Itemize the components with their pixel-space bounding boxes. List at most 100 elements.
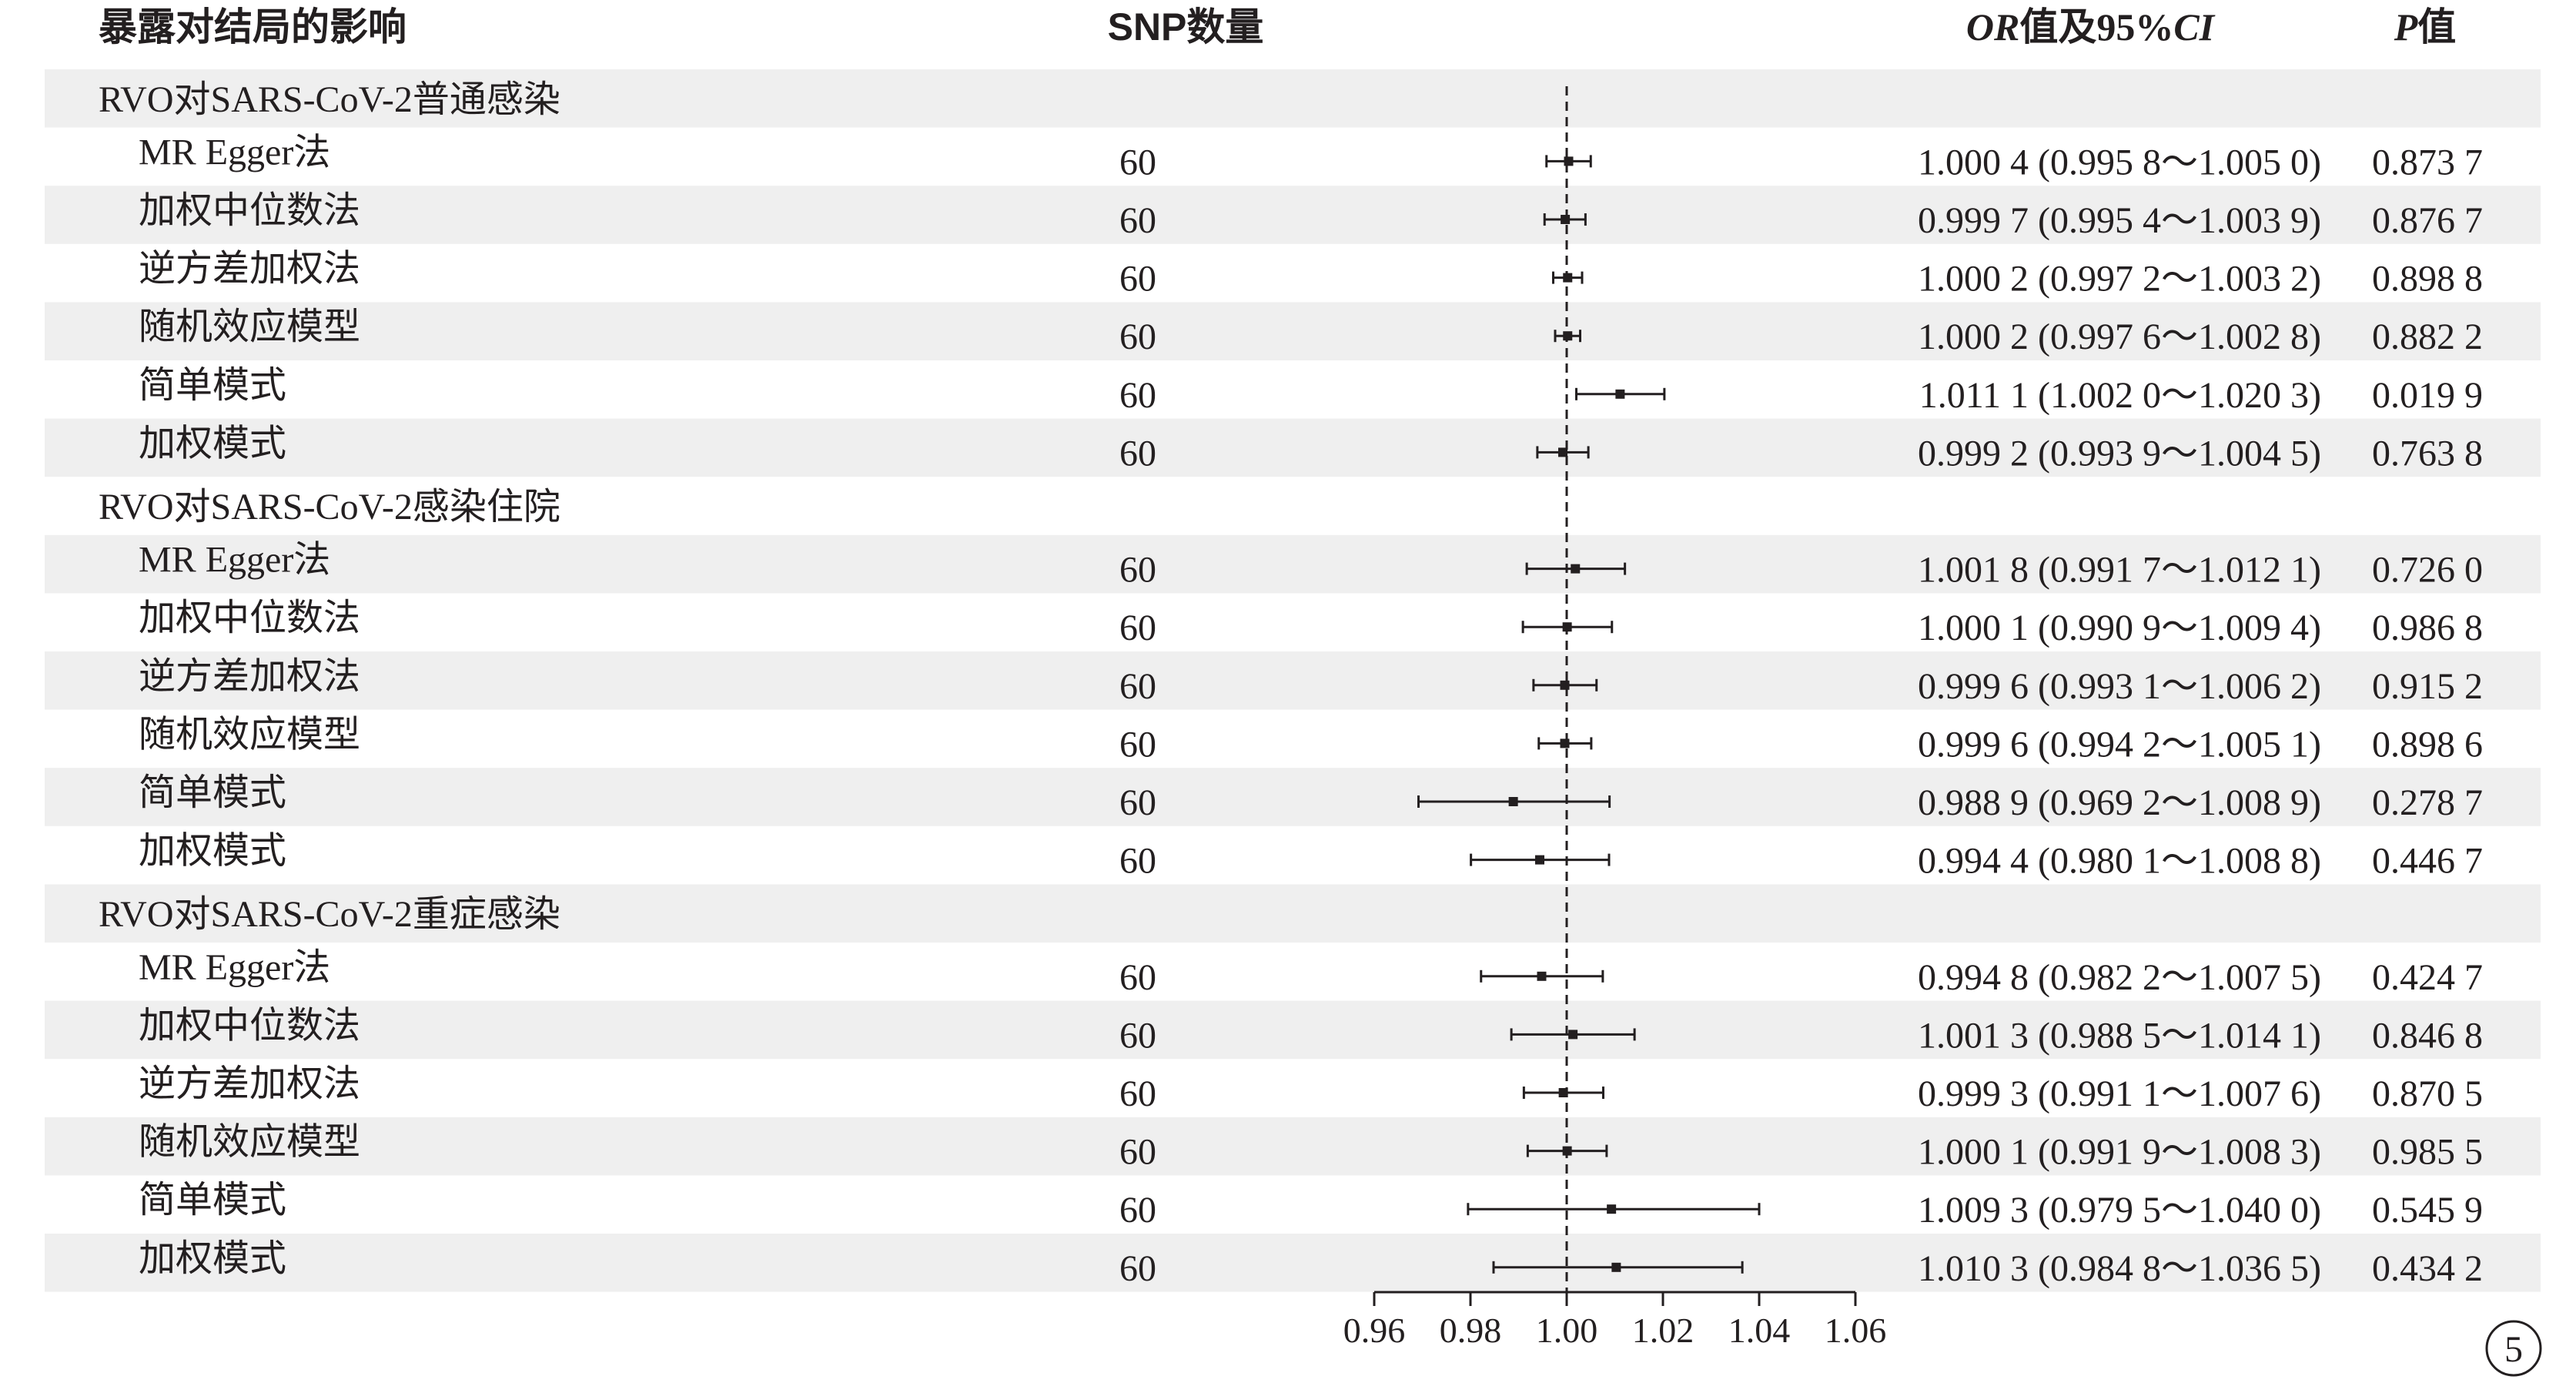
snp-count: 60 [1119, 142, 1156, 183]
row-stripe [45, 651, 2541, 710]
or-point [1560, 680, 1570, 690]
p-value: 0.763 8 [2372, 433, 2483, 474]
header-snp-count: SNP数量 [1108, 5, 1264, 49]
or-ci-value: 0.999 2 (0.993 9～1.004 5) [1918, 433, 2321, 474]
or-ci-value: 0.994 4 (0.980 1～1.008 8) [1918, 841, 2321, 882]
snp-count: 60 [1119, 1015, 1156, 1056]
snp-count: 60 [1119, 200, 1156, 241]
or-ci-value: 1.010 3 (0.984 8～1.036 5) [1918, 1248, 2321, 1289]
page-number-circle [2485, 1320, 2542, 1377]
p-value: 0.898 8 [2372, 259, 2483, 300]
or-point [1571, 564, 1581, 574]
snp-count: 60 [1119, 782, 1156, 823]
header-exposure: 暴露对结局的影响 [99, 5, 406, 49]
snp-count: 60 [1119, 666, 1156, 707]
table-rows: RVO对SARS-CoV-2普通感染 MR Egger法 60 1.000 4 (0.… [99, 79, 2483, 1289]
row-stripe [45, 186, 2541, 244]
p-value: 0.986 8 [2372, 608, 2483, 648]
method-label: 逆方差加权法 [139, 1063, 360, 1104]
snp-count: 60 [1119, 1248, 1156, 1289]
x-tick-label: 0.98 [1440, 1311, 1502, 1350]
row-stripe [45, 534, 2541, 594]
p-value: 0.873 7 [2372, 142, 2483, 183]
p-value: 0.870 5 [2372, 1073, 2483, 1114]
p-value: 0.876 7 [2372, 200, 2483, 241]
or-ci-value: 0.999 7 (0.995 4～1.003 9) [1918, 200, 2321, 241]
or-ci-value: 1.000 2 (0.997 2～1.003 2) [1918, 259, 2321, 300]
x-tick-label: 1.02 [1632, 1311, 1694, 1350]
header-p-value: P值 [2394, 5, 2457, 49]
or-point [1537, 971, 1547, 981]
method-label: 随机效应模型 [139, 714, 360, 755]
p-value: 0.278 7 [2372, 782, 2483, 823]
method-label: 加权模式 [139, 831, 286, 872]
group-label: RVO对SARS-CoV-2重症感染 [99, 894, 560, 935]
x-tick-label: 0.96 [1343, 1311, 1406, 1350]
x-axis: 0.96 0.98 1.00 1.02 1.04 1.06 [1343, 1291, 1887, 1350]
header-p-italic: P [2394, 5, 2418, 49]
or-point [1564, 156, 1574, 166]
method-label: MR Egger法 [139, 947, 330, 988]
method-label: 加权模式 [139, 1238, 286, 1279]
p-value: 0.726 0 [2372, 550, 2483, 591]
header-or-italic: OR [1966, 5, 2019, 49]
or-ci-value: 0.999 6 (0.994 2～1.005 1) [1918, 724, 2321, 765]
or-ci-value: 0.999 6 (0.993 1～1.006 2) [1918, 666, 2321, 707]
page-number: 5 [2504, 1329, 2523, 1370]
or-ci-value: 0.994 8 (0.982 2～1.007 5) [1918, 957, 2321, 998]
snp-count: 60 [1119, 550, 1156, 591]
or-ci-value: 0.988 9 (0.969 2～1.008 9) [1918, 782, 2321, 823]
method-label: 加权中位数法 [139, 190, 360, 231]
or-ci-value: 0.999 3 (0.991 1～1.007 6) [1918, 1073, 2321, 1114]
p-value: 0.434 2 [2372, 1248, 2483, 1289]
or-point [1561, 215, 1571, 224]
p-value: 0.545 9 [2372, 1190, 2483, 1231]
or-ci-value: 1.001 8 (0.991 7～1.012 1) [1918, 550, 2321, 591]
snp-count: 60 [1119, 1190, 1156, 1231]
or-ci-value: 1.000 4 (0.995 8～1.005 0) [1918, 142, 2321, 183]
or-ci-value: 1.000 1 (0.991 9～1.008 3) [1918, 1132, 2321, 1173]
row-stripe [45, 1000, 2541, 1060]
p-value: 0.424 7 [2372, 957, 2483, 998]
p-value: 0.898 6 [2372, 724, 2483, 765]
x-tick-label: 1.06 [1825, 1311, 1887, 1350]
method-label: 简单模式 [139, 772, 286, 813]
or-point [1535, 855, 1544, 865]
snp-count: 60 [1119, 316, 1156, 357]
method-label: 逆方差加权法 [139, 249, 360, 290]
x-tick-label: 1.00 [1536, 1311, 1598, 1350]
snp-count: 60 [1119, 957, 1156, 998]
group-label: RVO对SARS-CoV-2感染住院 [99, 487, 560, 527]
snp-count: 60 [1119, 841, 1156, 882]
method-label: 随机效应模型 [139, 1122, 360, 1163]
or-ci-value: 1.000 2 (0.997 6～1.002 8) [1918, 316, 2321, 357]
method-label: MR Egger法 [139, 132, 330, 172]
or-ci-value: 1.011 1 (1.002 0～1.020 3) [1919, 375, 2321, 416]
header-or-middle: 值及95% [2019, 5, 2173, 49]
p-value: 0.446 7 [2372, 841, 2483, 882]
p-value: 0.915 2 [2372, 666, 2483, 707]
or-point [1508, 797, 1518, 806]
or-point [1615, 389, 1625, 399]
row-stripe [45, 768, 2541, 826]
or-point [1560, 738, 1570, 748]
snp-count: 60 [1119, 375, 1156, 416]
or-point [1611, 1262, 1621, 1272]
row-stripe [45, 69, 2541, 128]
header-p-suffix: 值 [2417, 5, 2456, 49]
row-stripe [45, 418, 2541, 477]
p-value: 0.985 5 [2372, 1132, 2483, 1173]
group-label: RVO对SARS-CoV-2普通感染 [99, 79, 560, 120]
method-label: MR Egger法 [139, 540, 330, 581]
method-label: 简单模式 [139, 365, 286, 406]
or-point [1607, 1204, 1617, 1214]
or-point [1558, 447, 1567, 457]
method-label: 加权中位数法 [139, 1005, 360, 1046]
p-value: 0.019 9 [2372, 375, 2483, 416]
row-stripe [45, 884, 2541, 943]
snp-count: 60 [1119, 608, 1156, 648]
p-value: 0.846 8 [2372, 1015, 2483, 1056]
forest-marks [1417, 86, 1761, 1292]
